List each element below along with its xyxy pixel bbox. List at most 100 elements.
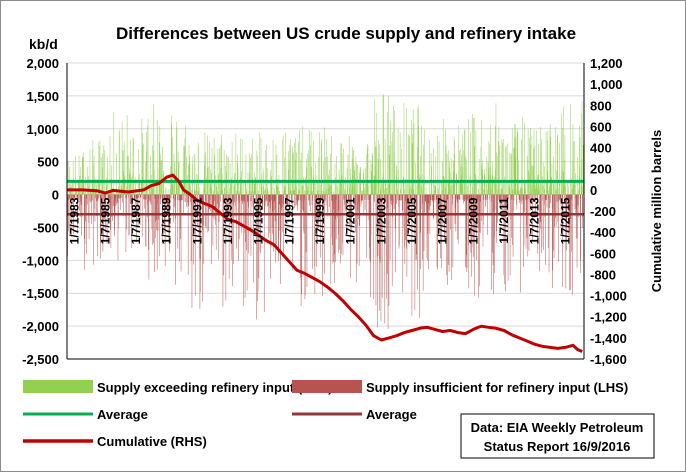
- bar-positive: [216, 183, 217, 194]
- bar-positive: [531, 136, 532, 195]
- bar-positive: [177, 182, 178, 195]
- left-tick-label: 2,000: [26, 56, 59, 71]
- bar-positive: [580, 137, 581, 195]
- bar-positive: [546, 182, 547, 195]
- bar-positive: [133, 138, 134, 195]
- bar-negative: [95, 195, 96, 222]
- bar-positive: [437, 136, 438, 195]
- bar-negative: [300, 195, 301, 279]
- right-tick-label: 200: [590, 162, 612, 177]
- legend-label-negative: Supply insufficient for refinery input (…: [366, 380, 628, 395]
- bar-positive: [338, 185, 339, 195]
- bar-positive: [222, 190, 223, 195]
- legend-label-cumulative: Cumulative (RHS): [97, 434, 207, 449]
- left-tick-label: -2,500: [22, 352, 59, 367]
- bar-negative: [209, 195, 210, 210]
- bar-positive: [260, 133, 261, 195]
- bar-positive: [385, 139, 386, 195]
- bar-positive: [410, 136, 411, 194]
- bar-positive: [470, 176, 471, 195]
- bar-negative: [304, 195, 305, 201]
- bar-positive: [444, 176, 445, 194]
- bar-negative: [271, 195, 272, 201]
- bar-negative: [153, 195, 154, 244]
- bar-negative: [549, 195, 550, 208]
- bar-negative: [122, 195, 123, 203]
- bar-positive: [269, 191, 270, 194]
- bar-positive: [248, 172, 249, 194]
- bar-positive: [320, 191, 321, 195]
- bar-positive: [501, 189, 502, 195]
- bar-positive: [214, 138, 215, 194]
- bar-positive: [239, 191, 240, 194]
- bar-positive: [138, 149, 139, 194]
- bar-negative: [519, 195, 520, 203]
- chart-title: Differences between US crude supply and …: [116, 24, 576, 43]
- bar-positive: [510, 153, 511, 195]
- bar-positive: [306, 191, 307, 194]
- bar-positive: [543, 186, 544, 195]
- bar-positive: [459, 125, 460, 195]
- bar-negative: [118, 195, 119, 229]
- x-tick-label: 1/7/1983: [68, 197, 82, 244]
- bar-positive: [374, 176, 375, 195]
- bar-positive: [205, 152, 206, 194]
- bar-positive: [424, 129, 425, 194]
- bar-positive: [499, 146, 500, 195]
- source-box: Data: EIA Weekly Petroleum Status Report…: [461, 414, 654, 458]
- bar-negative: [450, 195, 451, 230]
- bar-negative: [340, 195, 341, 264]
- bar-positive: [205, 133, 206, 195]
- bar-positive: [179, 162, 180, 194]
- bar-negative: [182, 195, 183, 200]
- bar-negative: [141, 195, 142, 198]
- bar-negative: [362, 195, 363, 200]
- x-tick-label: 1/7/2015: [558, 197, 572, 244]
- bar-negative: [144, 195, 145, 199]
- bar-positive: [372, 153, 373, 195]
- bar-positive: [568, 186, 569, 195]
- bar-negative: [87, 195, 88, 205]
- bar-negative: [241, 195, 242, 201]
- bar-positive: [396, 174, 397, 194]
- bar-positive: [452, 181, 453, 194]
- bar-positive: [150, 155, 151, 194]
- bar-positive: [548, 131, 549, 194]
- bar-positive: [310, 145, 311, 194]
- bar-positive: [521, 139, 522, 194]
- bar-positive: [333, 191, 334, 195]
- bar-negative: [298, 195, 299, 201]
- bar-positive: [416, 185, 417, 195]
- bar-positive: [531, 190, 532, 195]
- right-axis-label: Cumulative million barrels: [649, 130, 664, 293]
- bar-negative: [301, 195, 302, 295]
- bar-positive: [290, 145, 291, 195]
- bar-positive: [214, 155, 215, 195]
- bar-negative: [482, 195, 483, 222]
- bar-negative: [306, 195, 307, 253]
- bar-positive: [467, 185, 468, 194]
- bar-positive: [80, 176, 81, 195]
- bar-negative: [431, 195, 432, 200]
- bar-positive: [143, 143, 144, 194]
- bar-negative: [424, 195, 425, 252]
- bar-negative: [157, 195, 158, 270]
- left-tick-label: 1,000: [26, 122, 59, 137]
- bar-negative: [157, 195, 158, 204]
- bar-positive: [500, 188, 501, 194]
- bar-positive: [309, 130, 310, 194]
- bar-positive: [236, 134, 237, 195]
- bar-positive: [384, 189, 385, 195]
- bar-positive: [481, 165, 482, 195]
- bar-positive: [383, 94, 384, 194]
- bar-positive: [314, 181, 315, 195]
- right-tick-label: 1,200: [590, 56, 623, 71]
- bar-positive: [518, 190, 519, 194]
- bar-positive: [251, 154, 252, 194]
- bar-positive: [400, 190, 401, 195]
- bar-negative: [331, 195, 332, 285]
- bar-positive: [385, 183, 386, 194]
- bar-positive: [468, 119, 469, 195]
- left-tick-label: -1,000: [22, 253, 59, 268]
- bar-positive: [123, 151, 124, 195]
